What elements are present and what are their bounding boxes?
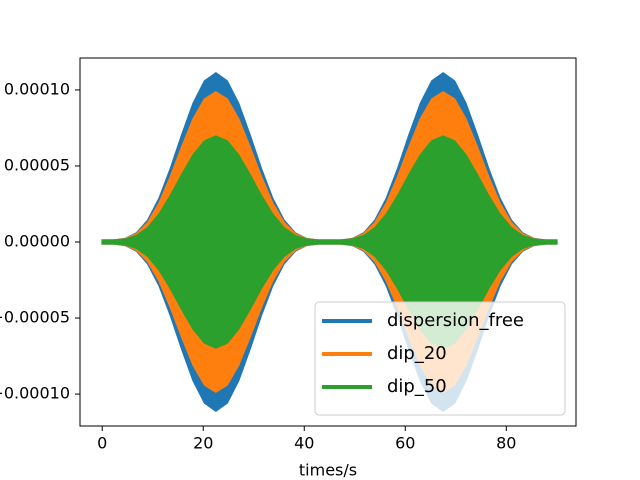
- y-tick-label: −0.00010: [0, 384, 70, 403]
- x-tick-label: 20: [193, 434, 213, 453]
- x-tick-label: 0: [97, 434, 107, 453]
- y-tick-label: 0.00000: [4, 232, 70, 251]
- legend-box: [314, 301, 566, 416]
- x-axis-label: times/s: [299, 461, 357, 480]
- legend: dispersion_free dip_20 dip_50: [314, 301, 566, 416]
- legend-label: dip_50: [387, 376, 447, 397]
- x-tick-label: 80: [496, 434, 516, 453]
- y-tick-label: 0.00010: [4, 79, 70, 98]
- legend-label: dispersion_free: [387, 310, 524, 331]
- upper-envelope: [101, 135, 558, 243]
- x-tick-label: 40: [294, 434, 314, 453]
- x-tick-label: 60: [395, 434, 415, 453]
- legend-label: dip_20: [387, 343, 447, 364]
- y-tick-label: 0.00005: [4, 155, 70, 174]
- y-tick-label: −0.00005: [0, 308, 70, 327]
